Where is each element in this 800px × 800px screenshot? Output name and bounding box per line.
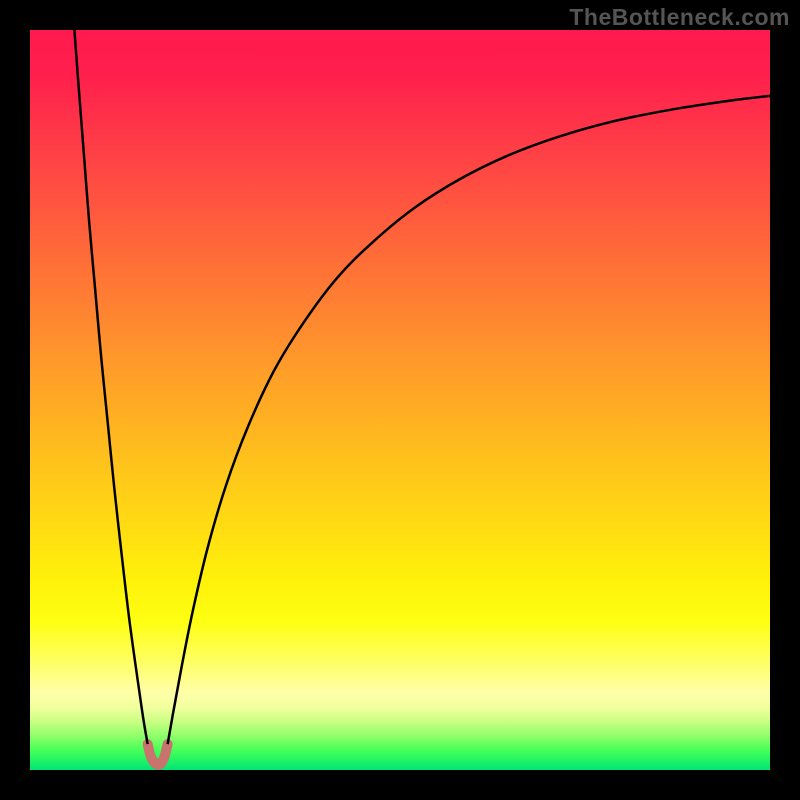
bottleneck-chart [0, 0, 800, 800]
frame-mask [0, 0, 30, 800]
frame-mask [770, 0, 800, 800]
frame-mask [0, 770, 800, 800]
watermark-text: TheBottleneck.com [569, 4, 790, 31]
gradient-background [30, 30, 770, 770]
